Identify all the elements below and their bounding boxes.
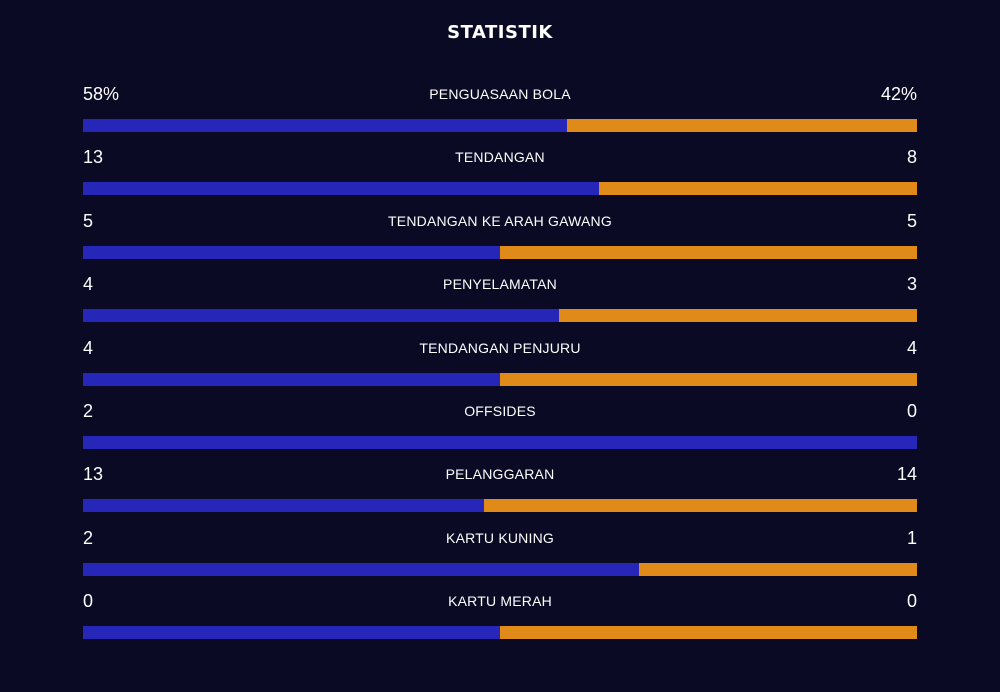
- away-value: 1: [906, 527, 917, 548]
- home-bar: [83, 626, 500, 640]
- stat-bar: [83, 626, 917, 640]
- stat-bar: [83, 309, 917, 323]
- away-bar: [500, 245, 917, 259]
- home-bar: [83, 562, 640, 576]
- away-bar: [500, 372, 917, 386]
- away-value: 3: [906, 274, 917, 295]
- home-value: 13: [83, 464, 104, 485]
- stat-bar: [83, 372, 917, 386]
- away-value: 14: [896, 464, 917, 485]
- away-bar: [566, 119, 917, 132]
- stat-label: KARTU MERAH: [448, 593, 552, 610]
- stats-list: 58% PENGUASAAN BOLA 42% 13 TENDANGAN 8: [83, 80, 917, 651]
- home-value: 58%: [83, 84, 120, 104]
- panel-title: STATISTIK: [447, 22, 553, 43]
- home-value: 2: [83, 400, 94, 421]
- home-value: 5: [83, 210, 94, 231]
- stat-bar: [83, 119, 917, 132]
- away-bar: [639, 562, 917, 576]
- home-value: 0: [83, 591, 94, 612]
- home-value: 4: [83, 337, 94, 358]
- stat-bar: [83, 435, 917, 449]
- stat-label: OFFSIDES: [464, 402, 536, 419]
- away-value: 4: [906, 337, 917, 358]
- stat-label: TENDANGAN: [455, 149, 545, 166]
- stat-bar: [83, 182, 917, 196]
- stat-row-yellow-cards: 2 KARTU KUNING 1: [83, 524, 917, 587]
- home-bar: [83, 435, 917, 449]
- away-bar: [559, 309, 917, 323]
- stat-bar: [83, 245, 917, 259]
- stat-label: PENGUASAAN BOLA: [429, 86, 571, 102]
- stat-label: TENDANGAN KE ARAH GAWANG: [388, 212, 612, 229]
- away-bar: [599, 182, 917, 196]
- home-bar: [83, 309, 560, 323]
- stat-row-shots-on-target: 5 TENDANGAN KE ARAH GAWANG 5: [83, 207, 917, 270]
- stat-row-saves: 4 PENYELAMATAN 3: [83, 270, 917, 333]
- away-value: 5: [906, 210, 917, 231]
- stat-row-red-cards: 0 KARTU MERAH 0: [83, 587, 917, 650]
- stat-row-possession: 58% PENGUASAAN BOLA 42%: [83, 80, 917, 143]
- stat-label: TENDANGAN PENJURU: [419, 339, 581, 356]
- stat-label: PENYELAMATAN: [443, 276, 557, 293]
- away-value: 0: [906, 591, 917, 612]
- stat-row-corners: 4 TENDANGAN PENJURU 4: [83, 334, 917, 397]
- stat-label: PELANGGARAN: [445, 466, 555, 483]
- stat-row-fouls: 13 PELANGGARAN 14: [83, 460, 917, 523]
- home-bar: [83, 499, 485, 513]
- stat-bar: [83, 562, 917, 576]
- stat-bar: [83, 499, 917, 513]
- home-bar: [83, 372, 500, 386]
- away-bar: [500, 626, 917, 640]
- home-bar: [83, 245, 500, 259]
- home-value: 4: [83, 274, 94, 295]
- away-value: 0: [906, 400, 917, 421]
- home-value: 2: [83, 527, 94, 548]
- home-value: 13: [83, 147, 104, 168]
- stat-row-offsides: 2 OFFSIDES 0: [83, 397, 917, 460]
- home-bar: [83, 119, 567, 132]
- away-value: 8: [906, 147, 917, 168]
- away-bar: [484, 499, 917, 513]
- home-bar: [83, 182, 600, 196]
- away-value: 42%: [880, 84, 917, 104]
- stat-row-shots: 13 TENDANGAN 8: [83, 143, 917, 206]
- stat-label: KARTU KUNING: [446, 529, 554, 546]
